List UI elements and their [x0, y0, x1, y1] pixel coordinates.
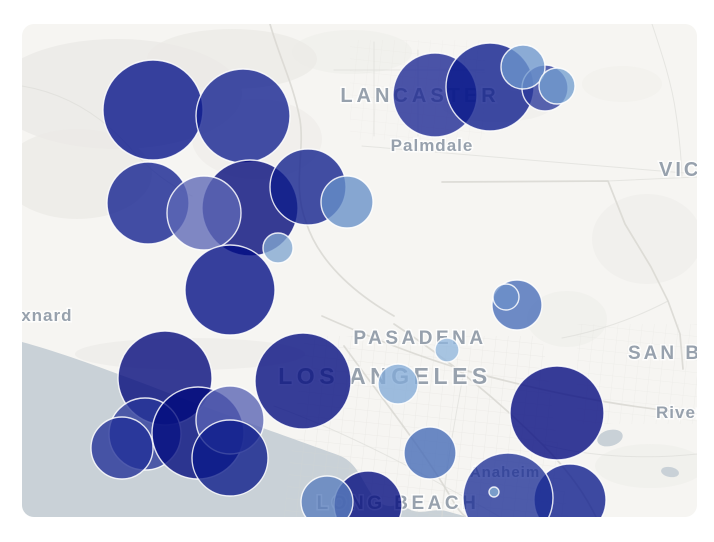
city-label-victorville: VICT [659, 159, 697, 181]
map-bubble[interactable] [254, 332, 352, 430]
map-bubble[interactable] [262, 232, 294, 264]
map-bubble[interactable] [90, 416, 154, 480]
map-bubble[interactable] [191, 419, 269, 497]
map-bubble[interactable] [434, 337, 460, 363]
map-bubble[interactable] [102, 59, 204, 161]
city-label-pasadena: PASADENA [353, 328, 486, 349]
map-bubble[interactable] [538, 67, 576, 105]
map-bubble[interactable] [300, 475, 354, 517]
map-bubble[interactable] [184, 244, 276, 336]
city-label-palmdale: Palmdale [391, 136, 474, 155]
bubbles-layer [90, 42, 607, 517]
map-bubble[interactable] [488, 486, 500, 498]
map-svg: LANCASTERPalmdaleVICTOxnardPASADENALOS A… [22, 24, 697, 517]
map-bubble[interactable] [492, 283, 520, 311]
city-label-oxnard: Oxnard [22, 306, 73, 325]
map-bubble[interactable] [403, 426, 457, 480]
map-bubble[interactable] [166, 175, 242, 251]
map-bubble[interactable] [377, 363, 419, 405]
map-bubble[interactable] [462, 452, 554, 517]
city-label-riverside: River [656, 403, 697, 422]
map-panel[interactable]: LANCASTERPalmdaleVICTOxnardPASADENALOS A… [22, 24, 697, 517]
map-bubble[interactable] [500, 44, 546, 90]
city-label-san-bernardino: SAN BER [628, 343, 697, 364]
map-bubble[interactable] [320, 175, 374, 229]
map-bubble[interactable] [195, 68, 291, 164]
map-bubble[interactable] [509, 365, 605, 461]
